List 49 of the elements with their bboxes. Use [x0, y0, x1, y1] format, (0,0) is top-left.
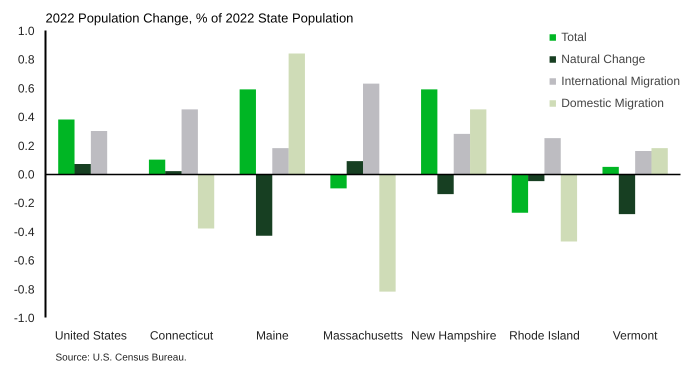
bar: [58, 119, 75, 174]
bar: [182, 109, 198, 174]
bar: [512, 174, 528, 213]
x-tick-label: Vermont: [612, 328, 658, 342]
y-tick-label: -0.8: [14, 282, 35, 296]
y-tick-label: -1.0: [14, 311, 35, 325]
bar: [437, 174, 454, 194]
y-tick-label: 1.0: [18, 24, 35, 38]
x-tick-label: New Hampshire: [411, 328, 497, 342]
bar: [379, 174, 396, 292]
y-tick-label: 0.8: [18, 52, 35, 67]
source-note: Source: U.S. Census Bureau.: [56, 352, 187, 364]
y-tick-label: 0.6: [18, 81, 35, 96]
bar: [363, 84, 380, 174]
bar: [421, 89, 438, 174]
bar: [256, 174, 272, 236]
legend-label: Natural Change: [561, 52, 646, 66]
x-tick-label: Rhode Island: [509, 328, 580, 342]
bar: [74, 164, 91, 174]
y-tick-label: -0.6: [14, 254, 35, 268]
y-tick-label: 0.2: [18, 138, 35, 153]
x-tick-label: United States: [54, 328, 127, 342]
bar: [90, 130, 108, 174]
bar: [618, 174, 636, 214]
legend-label: Domestic Migration: [561, 96, 664, 110]
y-tick-label: 0.4: [18, 110, 35, 124]
bar: [198, 174, 214, 229]
bar: [240, 89, 256, 174]
bar: [148, 160, 166, 174]
x-tick-label: Maine: [256, 328, 289, 342]
bar: [346, 161, 363, 174]
bar: [560, 174, 578, 242]
bar: [288, 53, 305, 174]
bar: [651, 148, 668, 174]
bar: [470, 109, 486, 174]
bar: [602, 166, 619, 174]
bar: [165, 171, 182, 174]
bar: [454, 134, 470, 174]
x-tick-label: Massachusetts: [322, 328, 404, 342]
y-tick-label: -0.4: [14, 224, 35, 239]
legend-label: International Migration: [561, 74, 680, 88]
chart-title: 2022 Population Change, % of 2022 State Population: [46, 10, 354, 26]
y-tick-label: -0.2: [14, 196, 35, 210]
x-tick-label: Connecticut: [150, 328, 214, 342]
bar: [272, 148, 289, 174]
legend-label: Total: [561, 30, 587, 44]
bar: [544, 138, 561, 174]
bar: [635, 151, 652, 174]
y-tick-label: 0.0: [18, 168, 35, 182]
